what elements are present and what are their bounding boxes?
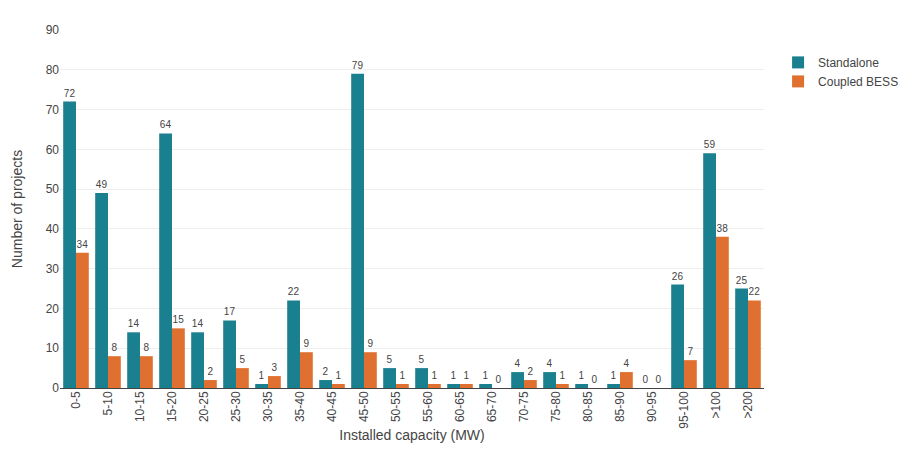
svg-text:10: 10 xyxy=(46,341,60,355)
svg-text:60-65: 60-65 xyxy=(453,391,467,422)
svg-text:90: 90 xyxy=(46,23,60,37)
svg-text:7: 7 xyxy=(687,346,693,357)
svg-text:8: 8 xyxy=(111,342,117,353)
svg-text:>200: >200 xyxy=(741,391,755,418)
svg-text:60: 60 xyxy=(46,143,60,157)
svg-text:38: 38 xyxy=(717,223,729,234)
svg-text:70-75: 70-75 xyxy=(517,391,531,422)
svg-text:10-15: 10-15 xyxy=(133,391,147,422)
svg-text:20-25: 20-25 xyxy=(197,391,211,422)
svg-text:55-60: 55-60 xyxy=(421,391,435,422)
svg-text:49: 49 xyxy=(96,179,108,190)
svg-text:1: 1 xyxy=(399,370,405,381)
svg-text:>100: >100 xyxy=(709,391,723,418)
svg-text:1: 1 xyxy=(559,370,565,381)
svg-text:2: 2 xyxy=(207,366,213,377)
svg-text:35-40: 35-40 xyxy=(293,391,307,422)
svg-text:14: 14 xyxy=(128,318,140,329)
svg-text:80: 80 xyxy=(46,63,60,77)
svg-text:50: 50 xyxy=(46,182,60,196)
svg-text:0: 0 xyxy=(52,381,59,395)
svg-text:5: 5 xyxy=(419,354,425,365)
svg-text:Coupled BESS: Coupled BESS xyxy=(818,75,898,89)
svg-text:1: 1 xyxy=(483,370,489,381)
svg-text:79: 79 xyxy=(352,60,364,71)
svg-text:0: 0 xyxy=(643,374,649,385)
svg-text:59: 59 xyxy=(704,139,716,150)
svg-text:75-80: 75-80 xyxy=(549,391,563,422)
svg-text:0: 0 xyxy=(495,374,501,385)
svg-text:25: 25 xyxy=(736,275,748,286)
svg-text:Installed capacity (MW): Installed capacity (MW) xyxy=(339,427,484,443)
svg-text:14: 14 xyxy=(192,318,204,329)
svg-text:5: 5 xyxy=(239,354,245,365)
svg-text:1: 1 xyxy=(335,370,341,381)
svg-text:2: 2 xyxy=(527,366,533,377)
svg-text:4: 4 xyxy=(547,358,553,369)
svg-text:40-45: 40-45 xyxy=(325,391,339,422)
svg-text:22: 22 xyxy=(749,286,761,297)
svg-text:0-5: 0-5 xyxy=(69,391,83,409)
svg-text:95-100: 95-100 xyxy=(677,391,691,429)
svg-text:Standalone: Standalone xyxy=(818,56,879,70)
svg-text:0: 0 xyxy=(591,374,597,385)
svg-text:1: 1 xyxy=(611,370,617,381)
svg-text:17: 17 xyxy=(224,306,236,317)
svg-text:1: 1 xyxy=(431,370,437,381)
svg-text:20: 20 xyxy=(46,302,60,316)
svg-text:80-85: 80-85 xyxy=(581,391,595,422)
svg-text:3: 3 xyxy=(271,362,277,373)
svg-text:8: 8 xyxy=(143,342,149,353)
svg-text:1: 1 xyxy=(463,370,469,381)
svg-text:50-55: 50-55 xyxy=(389,391,403,422)
svg-text:15-20: 15-20 xyxy=(165,391,179,422)
svg-text:45-50: 45-50 xyxy=(357,391,371,422)
svg-text:0: 0 xyxy=(655,374,661,385)
svg-text:5-10: 5-10 xyxy=(101,391,115,415)
svg-text:4: 4 xyxy=(623,358,629,369)
svg-text:15: 15 xyxy=(173,314,185,325)
svg-text:70: 70 xyxy=(46,103,60,117)
svg-text:25-30: 25-30 xyxy=(229,391,243,422)
svg-text:1: 1 xyxy=(451,370,457,381)
svg-text:72: 72 xyxy=(64,88,76,99)
svg-text:1: 1 xyxy=(259,370,265,381)
svg-text:40: 40 xyxy=(46,222,60,236)
svg-text:22: 22 xyxy=(288,286,300,297)
svg-text:1: 1 xyxy=(579,370,585,381)
svg-text:9: 9 xyxy=(303,338,309,349)
svg-text:90-95: 90-95 xyxy=(645,391,659,422)
svg-text:85-90: 85-90 xyxy=(613,391,627,422)
svg-text:30: 30 xyxy=(46,262,60,276)
svg-text:Number of projects: Number of projects xyxy=(9,150,25,268)
svg-text:64: 64 xyxy=(160,119,172,130)
svg-text:4: 4 xyxy=(515,358,521,369)
svg-text:34: 34 xyxy=(77,239,89,250)
svg-text:26: 26 xyxy=(672,271,684,282)
svg-text:30-35: 30-35 xyxy=(261,391,275,422)
svg-text:65-70: 65-70 xyxy=(485,391,499,422)
svg-text:2: 2 xyxy=(323,366,329,377)
svg-text:5: 5 xyxy=(387,354,393,365)
svg-text:9: 9 xyxy=(367,338,373,349)
